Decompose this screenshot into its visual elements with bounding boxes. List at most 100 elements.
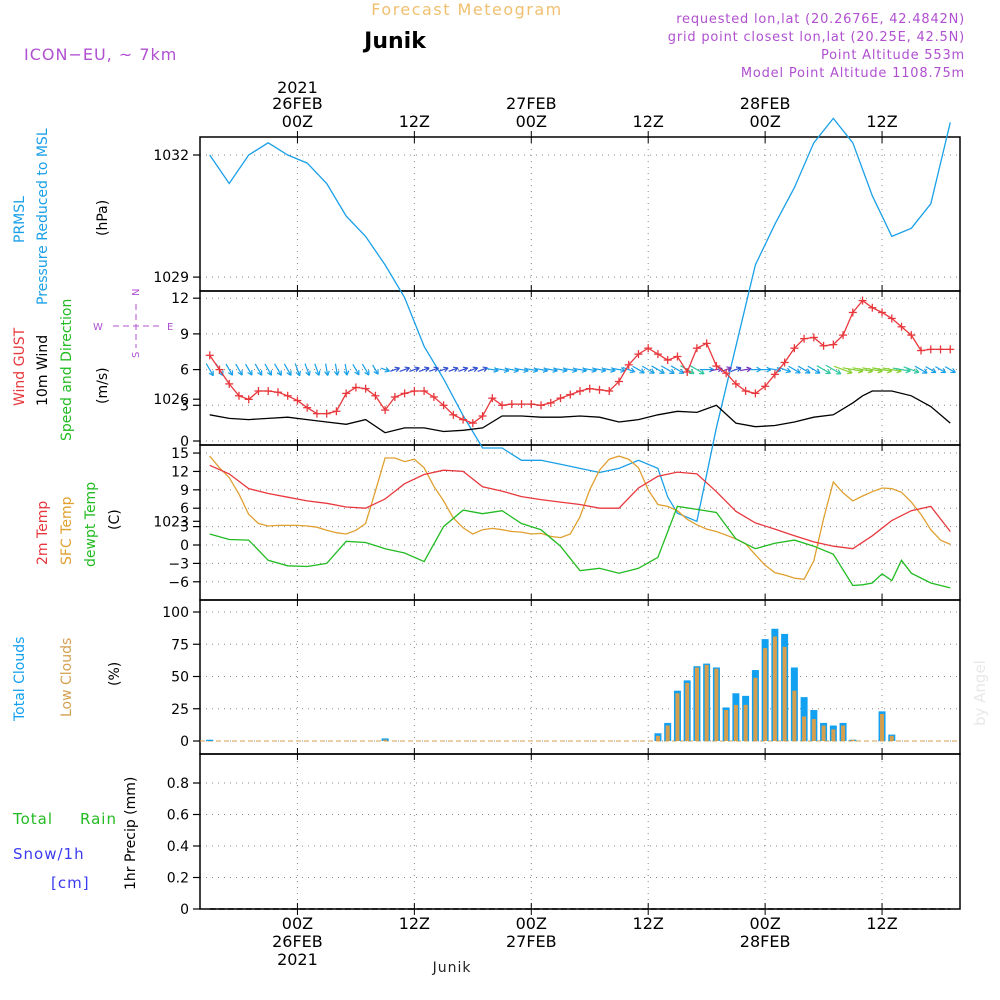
wind-gust-point: [527, 400, 536, 409]
wind-barb: [477, 366, 488, 372]
wind-barb-shaft: [553, 367, 568, 372]
wind-barb-head: [247, 372, 253, 376]
bottom-axis-label: 00Z: [516, 914, 547, 933]
wind-barb-shaft: [740, 368, 752, 372]
y-tick-label: 0.2: [167, 871, 189, 887]
requested-location: requested lon,lat (20.2676E, 42.4842N): [676, 12, 965, 27]
wind-barb-shaft: [903, 366, 920, 373]
wind-gust-point: [770, 370, 779, 379]
wind-speed-dir-label: Speed and Direction: [59, 299, 75, 441]
bottom-axis-label: 00Z: [749, 914, 780, 933]
wind-barb-head: [354, 371, 360, 376]
wind-barb: [903, 366, 920, 374]
wind-gust-point: [459, 415, 468, 424]
wind-barb-head: [425, 367, 430, 372]
wind-gust-label: Wind GUST: [12, 327, 28, 406]
wind-barb-head: [886, 370, 892, 374]
wind-barb-head: [727, 367, 732, 372]
y-tick-label: 3: [180, 520, 189, 536]
y-tick-label: 6: [180, 363, 189, 379]
wind-barb-shaft: [670, 365, 685, 374]
wind-barb-shaft: [925, 366, 937, 374]
wind-barb: [343, 363, 350, 376]
wind-barb-shaft: [283, 363, 292, 376]
low-clouds-bar: [889, 735, 894, 741]
wind-gust-point: [624, 360, 633, 369]
wind-gust-point: [644, 344, 653, 353]
low-clouds-bar: [665, 725, 670, 741]
wind-barb-head: [444, 367, 449, 373]
wind-barb: [622, 366, 636, 374]
wind-barb-head: [641, 368, 645, 374]
wind-barb: [399, 366, 411, 372]
wind-barb: [264, 363, 273, 376]
total-label: Total: [12, 810, 53, 828]
wind-barb-shaft: [524, 367, 538, 372]
wind-gust-point: [351, 383, 360, 392]
wind-barb-head: [333, 371, 338, 376]
wind-barb-head: [443, 366, 449, 369]
wind-barb-shaft: [399, 367, 410, 372]
wind-barb-shaft: [205, 363, 214, 376]
y-tick-label: 12: [171, 464, 189, 480]
bottom-axis-label: 12Z: [866, 914, 897, 933]
wind-barb-shaft: [935, 366, 946, 374]
wind-barb-head: [346, 370, 350, 376]
cm-label: [cm]: [51, 874, 90, 892]
wind-gust-point: [468, 419, 477, 428]
wind-barb-shaft: [603, 367, 616, 372]
wind-barb: [283, 363, 292, 376]
wind-barb-head: [913, 371, 920, 374]
wind-barb: [314, 363, 321, 376]
low-clouds-label: Low Clouds: [59, 638, 75, 717]
wind-barb: [324, 363, 330, 376]
wind-barb: [458, 366, 469, 373]
wind-barb-head: [651, 368, 655, 374]
model-altitude: Model Point Altitude 1108.75m: [741, 66, 965, 81]
wind-barb-shaft: [372, 364, 379, 375]
y-tick-label: 25: [171, 702, 189, 718]
wind-barb: [660, 365, 675, 374]
wind-barb: [807, 365, 821, 374]
wind-barb-head: [542, 370, 548, 373]
wind-barb-shaft: [380, 367, 390, 372]
wind-barb-shaft: [632, 365, 645, 374]
wind-barb-head: [503, 370, 509, 373]
wind-barb-head: [295, 371, 301, 377]
wind-barb-shaft: [641, 365, 655, 374]
wind-barb-shaft: [504, 367, 519, 372]
wind-gust-point: [225, 379, 234, 388]
wind-barb-shaft: [361, 363, 370, 376]
wind-gust-point: [303, 403, 312, 412]
wind-barb-shaft: [314, 363, 320, 376]
temp-dewpt-label: dewpt Temp: [83, 482, 99, 567]
wind-barb-head: [552, 370, 558, 373]
wind-barb-shaft: [862, 367, 883, 372]
wind-gust-point: [702, 339, 711, 348]
wind-barb-head: [404, 366, 410, 369]
wind-barb-shaft: [833, 365, 853, 374]
wind-barb-head: [591, 370, 597, 373]
wind-barb-shaft: [254, 363, 263, 376]
wind-barb-head: [837, 369, 842, 375]
compass-south: S: [131, 352, 142, 358]
chart-series: [200, 117, 960, 910]
low-clouds-bar: [821, 725, 826, 741]
wind-gust-point: [312, 409, 321, 418]
wind-barb-head: [532, 370, 539, 373]
top-axis-label: 12Z: [866, 112, 897, 131]
bottom-axis-label: 26FEB: [272, 932, 323, 951]
wind-barb-shaft: [788, 365, 801, 374]
wind-barb: [944, 366, 956, 374]
wind-barb: [235, 363, 243, 376]
wind-barb-shaft: [264, 363, 272, 376]
wind-barb-shaft: [563, 367, 578, 372]
wind-barb: [304, 363, 311, 377]
bottom-axis-label: 27FEB: [506, 932, 557, 951]
temp-unit: (C): [107, 509, 123, 530]
wind-barb-shaft: [612, 367, 626, 372]
wind-barb-shaft: [458, 367, 468, 372]
compass-rose: N S W E: [93, 289, 173, 358]
top-axis-label: 00Z: [516, 112, 547, 131]
